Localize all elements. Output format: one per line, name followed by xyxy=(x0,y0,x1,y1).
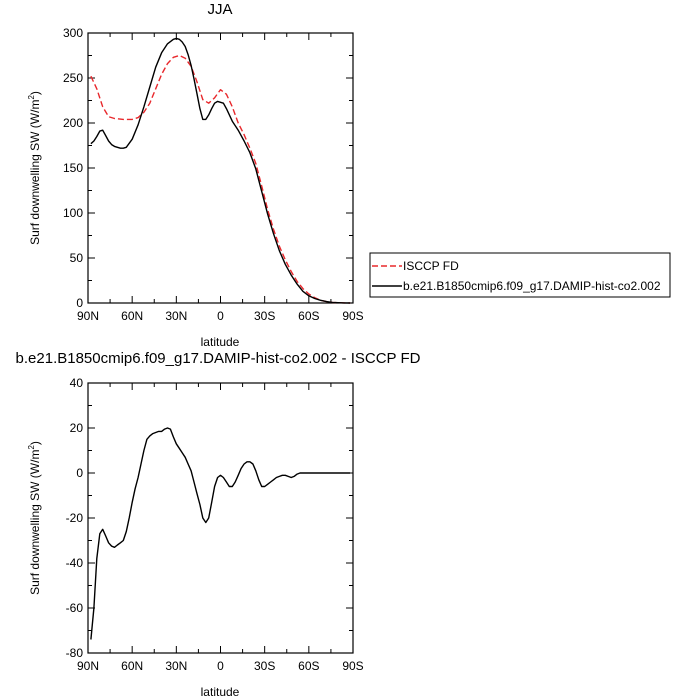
legend-model-label: b.e21.B1850cmip6.f09_g17.DAMIP-hist-co2.… xyxy=(403,279,661,293)
bottom-ylabel: Surf downwelling SW (W/m2) xyxy=(27,441,42,595)
top-ytick-label: 100 xyxy=(63,206,83,220)
top-xtick-label: 0 xyxy=(217,309,224,323)
bottom-series-line-model xyxy=(90,427,351,640)
bottom-ylabel-close: ) xyxy=(28,441,42,445)
bottom-xtick-label: 90S xyxy=(342,659,363,673)
legend: ISCCP FD b.e21.B1850cmip6.f09_g17.DAMIP-… xyxy=(369,252,671,298)
top-title: JJA xyxy=(207,1,232,18)
top-ytick-label: 250 xyxy=(63,71,83,85)
top-ytick-label: 150 xyxy=(63,161,83,175)
bottom-ytick-label: 20 xyxy=(70,421,84,435)
top-ytick-label: 200 xyxy=(63,116,83,130)
bottom-ytick-label: 0 xyxy=(76,466,83,480)
bottom-xtick-label: 0 xyxy=(217,659,224,673)
bottom-xtick-label: 60S xyxy=(298,659,319,673)
legend-frame xyxy=(369,252,671,298)
bottom-ylabel-text: Surf downwelling SW (W/m xyxy=(28,450,42,595)
top-series-lines xyxy=(90,37,351,304)
bottom-plot-frame xyxy=(87,382,354,654)
bottom-xlabel: latitude xyxy=(201,685,240,699)
bottom-xtick-label: 30S xyxy=(254,659,275,673)
bottom-xtick-label: 30N xyxy=(165,659,187,673)
top-xtick-label: 90S xyxy=(342,309,363,323)
bottom-ytick-label: -60 xyxy=(66,601,84,615)
top-ytick-label: 50 xyxy=(70,251,84,265)
bottom-xtick-label: 60N xyxy=(121,659,143,673)
top-ylabel: Surf downwelling SW (W/m2) xyxy=(27,91,42,245)
top-panel: JJA 90N 60N 30N 0 30S 60S 90S 0 50 100 150 200 250 30… xyxy=(27,1,364,349)
bottom-panel: b.e21.B1850cmip6.f09_g17.DAMIP-hist-co2.… xyxy=(16,350,421,699)
top-plot-frame xyxy=(87,32,354,304)
top-xtick-label: 60S xyxy=(298,309,319,323)
top-xlabel: latitude xyxy=(201,335,240,349)
bottom-xtick-label: 90N xyxy=(77,659,99,673)
bottom-ticks: 90N 60N 30N 0 30S 60S 90S -80 -60 -40 -20 0 20 40 xyxy=(66,376,364,673)
top-ylabel-sup: 2 xyxy=(27,95,36,100)
top-xtick-label: 60N xyxy=(121,309,143,323)
top-xtick-label: 30N xyxy=(165,309,187,323)
top-ytick-label: 0 xyxy=(76,296,83,310)
bottom-ylabel-sup: 2 xyxy=(27,445,36,450)
bottom-series-lines xyxy=(90,427,351,640)
top-ytick-label: 300 xyxy=(63,26,83,40)
bottom-ytick-label: 40 xyxy=(70,376,84,390)
bottom-ytick-label: -20 xyxy=(66,511,84,525)
top-xtick-label: 30S xyxy=(254,309,275,323)
bottom-title: b.e21.B1850cmip6.f09_g17.DAMIP-hist-co2.… xyxy=(16,350,421,367)
bottom-ytick-label: -40 xyxy=(66,556,84,570)
top-ylabel-close: ) xyxy=(28,91,42,95)
legend-isccp-label: ISCCP FD xyxy=(403,259,459,273)
top-ticks: 90N 60N 30N 0 30S 60S 90S 0 50 100 150 200 250 300 xyxy=(63,26,364,323)
top-series-line-isccp-fd xyxy=(90,54,351,304)
top-xtick-label: 90N xyxy=(77,309,99,323)
bottom-ytick-label: -80 xyxy=(66,646,84,660)
top-series-line-model xyxy=(90,37,351,304)
top-ylabel-text: Surf downwelling SW (W/m xyxy=(28,100,42,245)
